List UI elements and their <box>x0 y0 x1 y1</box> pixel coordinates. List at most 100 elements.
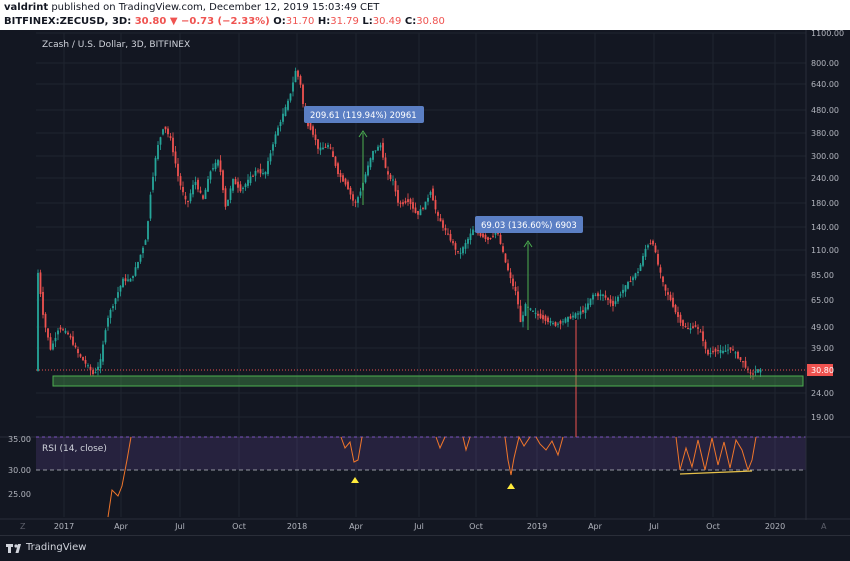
rsi-line[interactable] <box>340 436 363 463</box>
candle[interactable] <box>442 218 444 231</box>
price-tick-label[interactable]: 240.00 <box>811 174 839 183</box>
candle[interactable] <box>292 76 294 97</box>
candle[interactable] <box>682 319 684 329</box>
time-tick-label[interactable]: Apr <box>349 522 364 531</box>
candle[interactable] <box>752 369 754 380</box>
candle[interactable] <box>662 275 664 287</box>
candle[interactable] <box>499 231 502 245</box>
candle[interactable] <box>422 206 424 211</box>
candle[interactable] <box>194 176 197 190</box>
candle[interactable] <box>459 247 462 259</box>
candle[interactable] <box>532 310 534 312</box>
candle[interactable] <box>407 193 409 206</box>
candle[interactable] <box>277 125 279 136</box>
candle[interactable] <box>742 360 744 368</box>
candle[interactable] <box>282 108 284 125</box>
candle[interactable] <box>222 169 224 194</box>
candle[interactable] <box>182 181 184 196</box>
candle[interactable] <box>334 155 337 168</box>
candle[interactable] <box>727 343 729 355</box>
candle[interactable] <box>729 347 732 353</box>
candle[interactable] <box>642 253 644 268</box>
candle[interactable] <box>349 185 352 200</box>
candle[interactable] <box>187 200 189 208</box>
candle[interactable] <box>722 346 724 355</box>
candle[interactable] <box>734 350 737 359</box>
candle[interactable] <box>704 339 707 354</box>
candle[interactable] <box>562 318 564 326</box>
candle[interactable] <box>147 220 149 242</box>
candle[interactable] <box>504 253 507 264</box>
candle[interactable] <box>617 295 619 305</box>
price-tick-label[interactable]: 24.00 <box>811 389 834 398</box>
candle[interactable] <box>112 303 114 312</box>
candle[interactable] <box>424 201 427 210</box>
candle[interactable] <box>114 297 117 310</box>
candle[interactable] <box>139 254 142 264</box>
candle[interactable] <box>392 175 394 186</box>
candle[interactable] <box>239 181 242 193</box>
candle[interactable] <box>79 353 82 358</box>
candle[interactable] <box>519 299 522 323</box>
time-tick-label[interactable]: 2017 <box>54 522 74 531</box>
candle[interactable] <box>697 324 699 335</box>
rsi-line[interactable] <box>535 436 564 457</box>
candle[interactable] <box>622 284 624 298</box>
time-tick-label[interactable]: 2018 <box>287 522 307 531</box>
candle[interactable] <box>724 344 727 352</box>
candle[interactable] <box>482 232 484 239</box>
candle[interactable] <box>82 356 84 361</box>
candle[interactable] <box>417 210 419 220</box>
candle[interactable] <box>252 174 254 177</box>
candle[interactable] <box>402 199 404 207</box>
candle[interactable] <box>757 368 759 373</box>
candle[interactable] <box>62 327 64 331</box>
candle[interactable] <box>472 225 474 236</box>
candle[interactable] <box>52 340 54 351</box>
candle[interactable] <box>264 171 267 179</box>
candle[interactable] <box>197 177 199 193</box>
candle[interactable] <box>379 142 382 151</box>
candle[interactable] <box>137 261 139 270</box>
candle[interactable] <box>269 150 272 165</box>
candle[interactable] <box>609 295 612 307</box>
candle[interactable] <box>699 328 702 333</box>
rsi-tick-label[interactable]: 30.00 <box>8 466 31 475</box>
price-tick-label[interactable]: 180.00 <box>811 199 839 208</box>
candle[interactable] <box>224 185 227 210</box>
candle[interactable] <box>419 205 422 216</box>
candle[interactable] <box>432 185 434 201</box>
candle[interactable] <box>629 276 632 283</box>
candle[interactable] <box>657 249 659 267</box>
candle[interactable] <box>297 69 299 80</box>
candle[interactable] <box>237 177 239 193</box>
candle[interactable] <box>397 185 399 207</box>
candle[interactable] <box>199 186 202 194</box>
candle[interactable] <box>279 119 282 132</box>
candle[interactable] <box>669 291 672 302</box>
candle[interactable] <box>92 367 94 376</box>
candle[interactable] <box>324 143 327 148</box>
time-tick-label[interactable]: Jul <box>174 522 185 531</box>
rsi-line[interactable] <box>504 435 531 476</box>
rsi-line[interactable] <box>462 436 471 452</box>
candle[interactable] <box>759 368 762 377</box>
candle[interactable] <box>167 126 169 138</box>
candle[interactable] <box>492 232 494 239</box>
candle[interactable] <box>394 178 397 197</box>
candle[interactable] <box>247 174 249 189</box>
candle[interactable] <box>327 142 329 150</box>
candle[interactable] <box>689 323 692 334</box>
candle[interactable] <box>227 199 229 207</box>
candle[interactable] <box>184 191 187 205</box>
candle[interactable] <box>712 346 714 355</box>
candle[interactable] <box>707 348 709 356</box>
candle[interactable] <box>539 309 542 320</box>
candle[interactable] <box>452 239 454 246</box>
candle[interactable] <box>387 166 389 181</box>
candle[interactable] <box>124 274 127 286</box>
price-tick-label[interactable]: 85.00 <box>811 271 834 280</box>
candle[interactable] <box>69 333 72 340</box>
candle[interactable] <box>179 173 182 190</box>
candle[interactable] <box>567 316 569 327</box>
